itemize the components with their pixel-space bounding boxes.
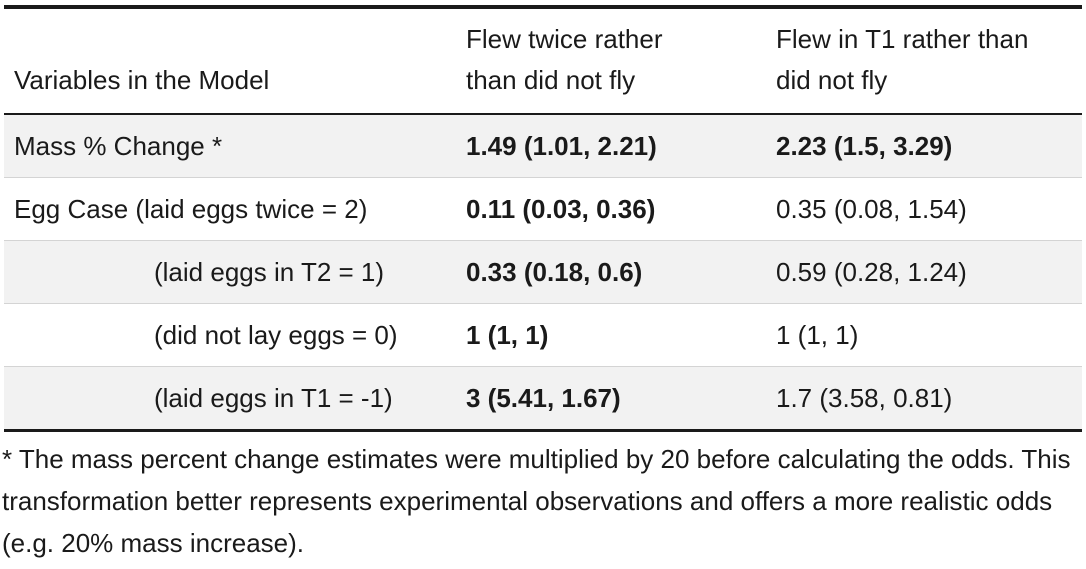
row-flew-twice-value: 0.33 (0.18, 0.6) <box>456 240 766 304</box>
row-flew-twice-value: 1 (1, 1) <box>456 303 766 367</box>
header-rule <box>4 113 1082 115</box>
header-flew-t1: Flew in T1 rather than did not fly <box>776 24 1029 95</box>
table-bottom-rule <box>4 429 1082 432</box>
row-flew-twice-value: 3 (5.41, 1.67) <box>456 366 766 429</box>
row-flew-t1-value: 0.59 (0.28, 1.24) <box>766 240 1082 304</box>
table-row: (laid eggs in T1 = -1) 3 (5.41, 1.67) 1.… <box>4 366 1082 429</box>
row-variable-cell: (laid eggs in T2 = 1) <box>4 240 456 304</box>
table-row: (did not lay eggs = 0) 1 (1, 1) 1 (1, 1) <box>4 303 1082 367</box>
table-row: Egg Case (laid eggs twice = 2) 0.11 (0.0… <box>4 177 1082 241</box>
row-variable: (laid eggs in T2 = 1) <box>154 256 385 287</box>
row-variable: (laid eggs in T1 = -1) <box>154 382 393 413</box>
table-top-rule <box>4 5 1082 9</box>
row-flew-t1-value: 2.23 (1.5, 3.29) <box>766 115 1082 178</box>
table-row: Mass % Change * 1.49 (1.01, 2.21) 2.23 (… <box>4 115 1082 178</box>
row-variable-cell: (laid eggs in T1 = -1) <box>4 366 456 429</box>
row-variable: Mass % Change * <box>4 115 456 178</box>
odds-ratio-table-container: Variables in the Model Flew twice rather… <box>2 5 1082 564</box>
header-variables: Variables in the Model <box>14 65 270 95</box>
row-variable: (did not lay eggs = 0) <box>154 319 398 350</box>
row-flew-twice-value: 1.49 (1.01, 2.21) <box>456 115 766 178</box>
odds-ratio-table: Variables in the Model Flew twice rather… <box>4 9 1082 429</box>
row-flew-t1-value: 0.35 (0.08, 1.54) <box>766 177 1082 241</box>
row-variable-cell: (did not lay eggs = 0) <box>4 303 456 367</box>
row-variable: Egg Case (laid eggs twice = 2) <box>4 177 456 241</box>
header-flew-twice: Flew twice rather than did not fly <box>466 24 663 95</box>
row-flew-t1-value: 1 (1, 1) <box>766 303 1082 367</box>
table-footnote: * The mass percent change estimates were… <box>2 444 1071 558</box>
row-flew-twice-value: 0.11 (0.03, 0.36) <box>456 177 766 241</box>
header-row: Variables in the Model Flew twice rather… <box>4 9 1082 113</box>
row-flew-t1-value: 1.7 (3.58, 0.81) <box>766 366 1082 429</box>
table-row: (laid eggs in T2 = 1) 0.33 (0.18, 0.6) 0… <box>4 240 1082 304</box>
